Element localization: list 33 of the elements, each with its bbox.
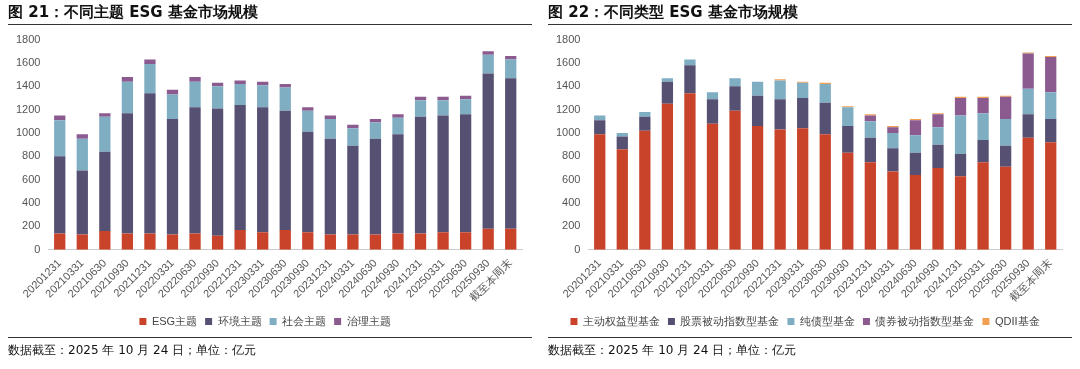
y-tick-label: 200 [22,219,41,232]
legend-label: 环境主题 [217,314,262,327]
y-tick-label: 800 [562,149,581,162]
legend-label: QDII基金 [994,314,1040,327]
legend-label: 社会主题 [282,314,327,327]
y-tick-label: 0 [34,242,41,255]
text: 数据截至：2025 年 10 月 24 日；单位：亿元 [548,337,1072,359]
y-tick-label: 400 [562,196,581,209]
y-tick-label: 1600 [15,55,41,68]
text: 数据截至：2025 年 10 月 24 日；单位：亿元 [8,337,532,359]
y-tick-label: 1800 [555,32,581,45]
y-tick-label: 800 [22,149,41,162]
legend-label: ESG主题 [151,314,198,327]
y-tick-label: 1600 [555,55,581,68]
y-tick-label: 200 [562,219,581,232]
y-tick-label: 1000 [555,126,581,139]
legend-label: 债券被动指数型基金 [875,314,975,327]
legend-label: 股票被动指数型基金 [680,314,780,327]
y-tick-label: 0 [574,242,581,255]
legend-label: 主动权益型基金 [582,314,660,327]
y-tick-label: 600 [562,172,581,185]
y-tick-label: 1200 [555,102,581,115]
y-tick-label: 400 [22,196,41,209]
y-tick-label: 1000 [15,126,41,139]
y-tick-label: 1200 [15,102,41,115]
chart-title: 图 21：不同主题 ESG 基金市场规模 [8,0,532,25]
y-tick-label: 1400 [15,79,41,92]
chart-title: 图 22：不同类型 ESG 基金市场规模 [548,0,1072,25]
y-tick-label: 1800 [15,32,41,45]
y-tick-label: 600 [22,172,41,185]
legend-label: 治理主题 [346,314,391,327]
y-tick-label: 1400 [555,79,581,92]
legend-label: 纯债型基金 [799,314,855,327]
